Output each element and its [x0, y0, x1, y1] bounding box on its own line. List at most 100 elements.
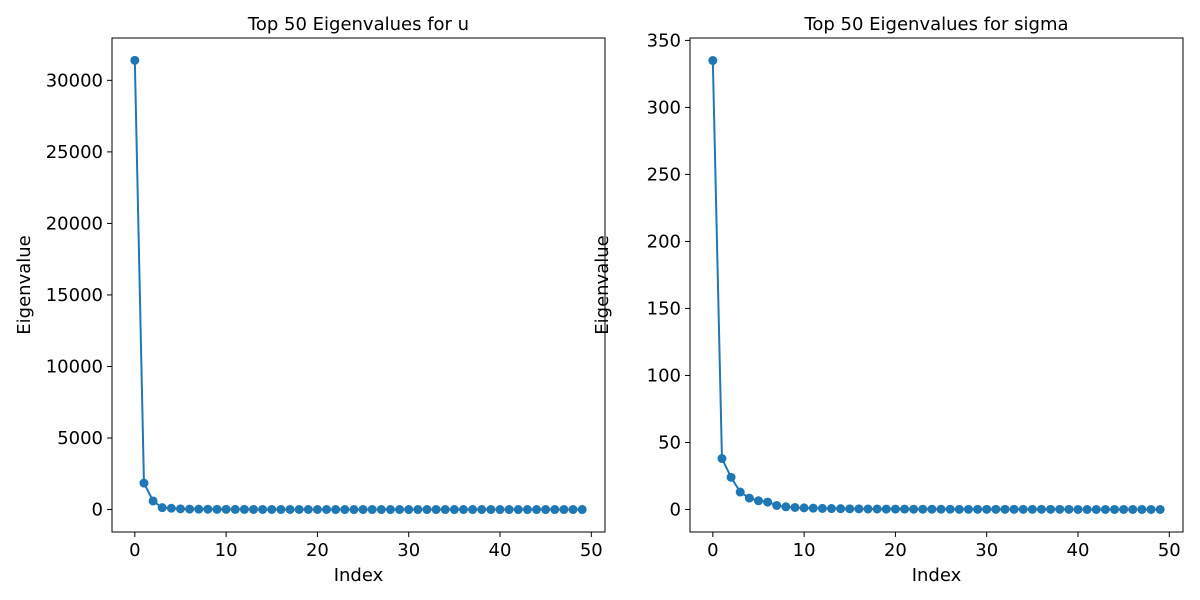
- data-point: [717, 454, 727, 464]
- y-axis-label: Eigenvalue: [592, 235, 613, 334]
- chart-sigma: Top 50 Eigenvalues for sigma 0 10 20 30 40 50 0…: [592, 14, 1184, 586]
- data-point: [1137, 504, 1147, 514]
- y-tick-label: 0: [92, 500, 103, 521]
- data-point: [258, 504, 268, 514]
- x-tick-label: 30: [975, 540, 998, 561]
- data-point: [203, 504, 213, 514]
- data-point: [495, 505, 505, 515]
- data-point: [130, 55, 140, 65]
- data-point: [422, 505, 432, 515]
- data-point: [522, 505, 532, 515]
- data-point: [376, 505, 386, 515]
- chart-title: Top 50 Eigenvalues for sigma: [803, 14, 1068, 35]
- data-point: [973, 504, 983, 514]
- data-point: [477, 505, 487, 515]
- plot-frame: [689, 37, 1184, 533]
- y-tick-label: 10000: [46, 356, 103, 377]
- data-point: [1128, 504, 1138, 514]
- data-point: [1009, 504, 1019, 514]
- data-point: [440, 505, 450, 515]
- data-point: [358, 505, 368, 515]
- x-tick-label: 40: [1067, 540, 1090, 561]
- data-point: [139, 478, 149, 488]
- data-point: [772, 500, 782, 510]
- data-point: [1018, 504, 1028, 514]
- data-point: [863, 504, 873, 514]
- data-point: [753, 496, 763, 506]
- y-tick-label: 25000: [46, 142, 103, 163]
- data-point: [294, 504, 304, 514]
- data-point: [468, 505, 478, 515]
- chart-title: Top 50 Eigenvalues for u: [247, 14, 469, 35]
- data-point: [185, 504, 195, 514]
- data-point: [486, 505, 496, 515]
- data-point: [1119, 504, 1129, 514]
- data-point: [817, 503, 827, 513]
- data-point: [991, 504, 1001, 514]
- data-point: [550, 505, 560, 515]
- data-point: [1100, 504, 1110, 514]
- data-point: [349, 505, 359, 515]
- data-point: [927, 504, 937, 514]
- x-tick-label: 10: [793, 540, 816, 561]
- data-point: [900, 504, 910, 514]
- data-point: [249, 504, 259, 514]
- chart-u: Top 50 Eigenvalues for u 0 10 20 30 40 50 0 5000…: [14, 14, 606, 586]
- data-point: [367, 505, 377, 515]
- x-tick-label: 50: [1158, 540, 1181, 561]
- y-tick-label: 5000: [57, 428, 103, 449]
- data-point: [836, 504, 846, 514]
- y-tick-label: 350: [647, 30, 681, 51]
- data-point: [1000, 504, 1010, 514]
- data-point: [504, 505, 514, 515]
- data-point: [763, 497, 773, 507]
- data-point: [790, 502, 800, 512]
- data-point: [267, 504, 277, 514]
- y-tick-label: 15000: [46, 285, 103, 306]
- data-point: [559, 505, 569, 515]
- data-point: [936, 504, 946, 514]
- data-point: [230, 504, 240, 514]
- data-point: [708, 56, 718, 66]
- y-tick-label: 20000: [46, 213, 103, 234]
- data-point: [827, 504, 837, 514]
- data-point: [541, 505, 551, 515]
- y-tick-label: 100: [647, 365, 681, 386]
- data-point: [881, 504, 891, 514]
- data-point: [1055, 504, 1065, 514]
- data-point: [918, 504, 928, 514]
- data-point: [872, 504, 882, 514]
- data-point: [945, 504, 955, 514]
- y-axis-label: Eigenvalue: [14, 235, 35, 334]
- data-point: [312, 504, 322, 514]
- data-point: [845, 504, 855, 514]
- data-point: [148, 496, 158, 506]
- data-point: [431, 505, 441, 515]
- data-point: [1064, 504, 1074, 514]
- data-point: [322, 504, 332, 514]
- data-point: [221, 504, 231, 514]
- data-point: [781, 502, 791, 512]
- data-point: [1155, 504, 1165, 514]
- data-point: [1073, 504, 1083, 514]
- data-point: [449, 505, 459, 515]
- data-point: [726, 472, 736, 482]
- x-tick-label: 50: [580, 540, 603, 561]
- y-tick-label: 300: [647, 97, 681, 118]
- data-point: [239, 504, 249, 514]
- y-tick-label: 0: [670, 499, 681, 520]
- data-point: [1027, 504, 1037, 514]
- data-point: [395, 505, 405, 515]
- data-point: [331, 505, 341, 515]
- data-point: [1110, 504, 1120, 514]
- data-point: [532, 505, 542, 515]
- data-point: [157, 503, 167, 513]
- data-point: [799, 503, 809, 513]
- data-point: [568, 505, 578, 515]
- x-tick-label: 20: [884, 540, 907, 561]
- data-point: [285, 504, 295, 514]
- y-tick-label: 50: [658, 432, 681, 453]
- data-point: [340, 505, 350, 515]
- data-point: [954, 504, 964, 514]
